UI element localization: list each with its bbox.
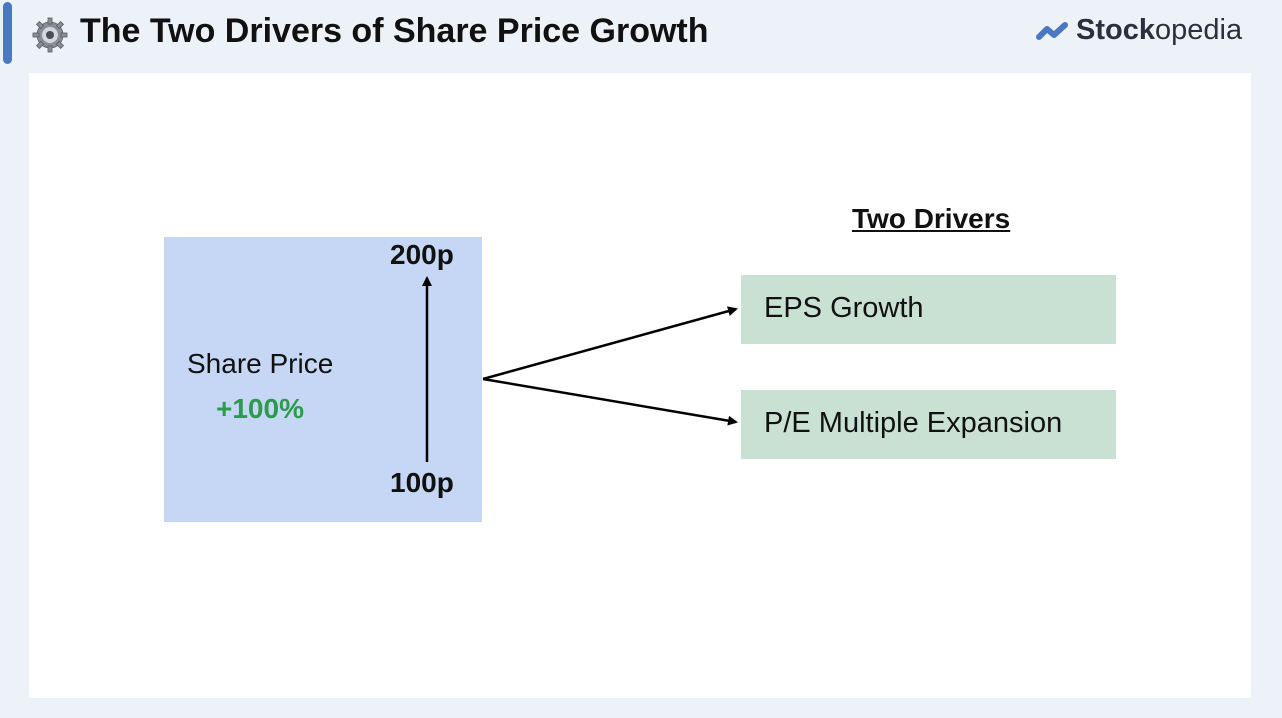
end-price-label: 200p [390, 239, 454, 270]
start-price-label: 100p [390, 467, 454, 498]
arrow-to-pe [482, 377, 738, 426]
header-accent-bar [3, 2, 12, 64]
page-title: The Two Drivers of Share Price Growth [80, 12, 709, 50]
driver-box-eps-growth: EPS Growth [741, 275, 1116, 344]
logo-chart-icon [1036, 21, 1068, 40]
driver-label: P/E Multiple Expansion [764, 407, 1063, 439]
stockopedia-logo[interactable]: Stockopedia [1036, 14, 1242, 47]
gear-icon [32, 17, 68, 53]
driver-label: EPS Growth [764, 292, 924, 324]
drivers-heading: Two Drivers [852, 203, 1011, 234]
share-price-label: Share Price [187, 348, 334, 379]
logo-text: Stockopedia [1076, 14, 1243, 46]
driver-box-pe-expansion: P/E Multiple Expansion [741, 390, 1116, 459]
price-change-label: +100% [216, 393, 304, 424]
arrow-to-eps [482, 306, 738, 381]
